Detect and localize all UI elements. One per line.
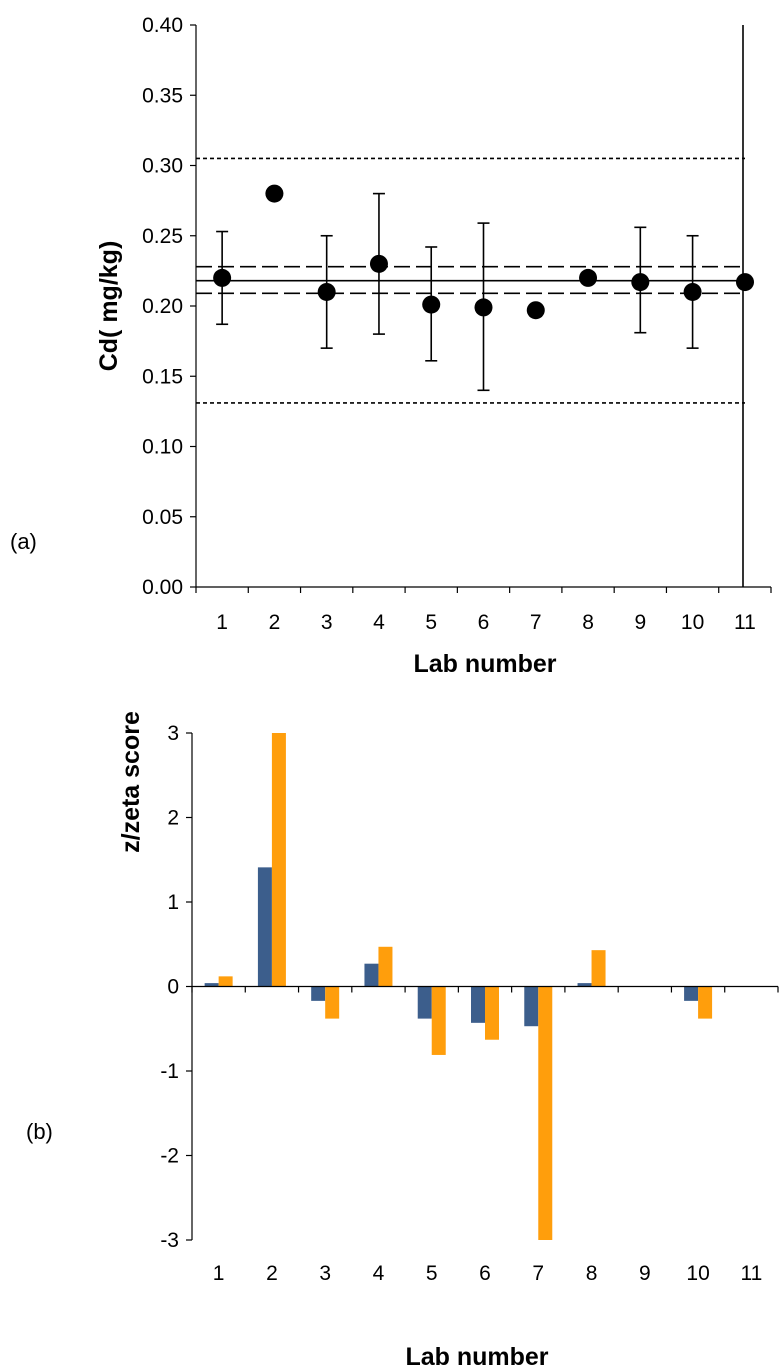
a-x-axis-title: Lab number	[413, 650, 556, 678]
panel-b-label: (b)	[26, 1119, 53, 1144]
b-x-tick-label: 4	[373, 1262, 385, 1285]
a-data-point	[631, 273, 650, 292]
a-y-tick-label: 0.00	[142, 576, 183, 599]
a-data-point	[736, 273, 754, 292]
b-y-tick-label: -3	[160, 1229, 179, 1252]
b-bar-series-1	[311, 986, 326, 1001]
b-bar-series-1	[471, 986, 485, 1023]
b-x-tick-label: 2	[266, 1262, 278, 1285]
b-x-tick-label: 10	[686, 1262, 709, 1285]
b-x-tick-label: 6	[479, 1262, 491, 1285]
a-y-tick-label: 0.15	[142, 365, 183, 388]
a-y-tick-label: 0.25	[142, 225, 183, 248]
b-x-tick-labels: 1 2 3 4 5 6 7 8 9 10 11	[213, 1262, 762, 1285]
b-y-tick-label: 3	[167, 722, 179, 745]
b-x-tick-label: 3	[319, 1262, 331, 1285]
a-y-tick-label: 0.35	[142, 84, 183, 107]
b-bar-series-2	[485, 986, 499, 1040]
a-x-tick-label: 8	[582, 611, 594, 634]
a-x-tick-label: 2	[269, 611, 281, 634]
b-x-tick-label: 7	[532, 1262, 544, 1285]
a-data-point	[579, 268, 598, 287]
b-y-tick-label: -2	[160, 1145, 179, 1168]
a-data-point	[683, 282, 702, 301]
a-x-tick-label: 7	[530, 611, 542, 634]
a-x-tick-label: 10	[681, 611, 704, 634]
a-data-point	[317, 282, 336, 301]
b-bar-series-2	[591, 950, 606, 987]
b-axes	[186, 732, 779, 1241]
a-x-tick-labels: 1 2 3 4 5 6 7 8 9 10 11	[216, 611, 755, 634]
a-data-point	[526, 301, 545, 320]
b-x-tick-label: 11	[740, 1262, 762, 1285]
a-y-tick-label: 0.05	[142, 506, 183, 529]
a-x-tick-label: 5	[425, 611, 437, 634]
a-y-tick-label: 0.30	[142, 155, 183, 178]
a-data-point	[422, 295, 441, 314]
b-bar-series-1	[204, 983, 219, 987]
b-x-tick-label: 1	[213, 1262, 225, 1285]
a-y-axis-title: Cd( mg/kg)	[95, 241, 123, 372]
b-x-tick-label: 8	[586, 1262, 598, 1285]
a-data-point	[369, 254, 388, 273]
a-x-tick-label: 6	[478, 611, 490, 634]
b-x-tick-label: 5	[426, 1262, 438, 1285]
b-bar-series-1	[577, 983, 592, 987]
b-y-tick-labels: -3 -2 -1 0 1 2 3	[160, 722, 179, 1252]
a-x-tick-label: 9	[634, 611, 646, 634]
a-axes	[190, 24, 772, 593]
b-y-tick-label: 1	[167, 891, 179, 914]
a-x-tick-label: 3	[321, 611, 333, 634]
a-y-tick-label: 0.40	[142, 14, 183, 37]
a-data-points	[213, 184, 754, 320]
a-y-tick-label: 0.10	[142, 436, 183, 459]
b-bar-series-2	[378, 946, 393, 987]
a-x-tick-label: 4	[373, 611, 385, 634]
b-y-axis-title: z/zeta score	[117, 711, 145, 853]
b-x-tick-label: 9	[639, 1262, 651, 1285]
a-data-point	[474, 298, 493, 317]
b-y-tick-label: 2	[167, 807, 179, 830]
b-bar-series-1	[257, 867, 272, 987]
a-y-tick-label: 0.20	[142, 295, 183, 318]
a-data-point	[213, 268, 232, 287]
b-x-axis-title: Lab number	[405, 1343, 548, 1371]
b-bar-series-2	[218, 976, 233, 987]
b-bar-series-2	[698, 986, 713, 1019]
b-bar-series-1	[524, 986, 539, 1027]
b-bar-series-1	[364, 963, 379, 987]
b-bar-series-2	[271, 733, 286, 987]
a-data-point	[265, 184, 284, 203]
a-reference-lines	[196, 157, 745, 404]
panel-a-scatter-chart: 0.00 0.05 0.10 0.15 0.20 0.25 0.30 0.35 0.40 1 2 3…	[10, 14, 772, 678]
b-bar-series-1	[684, 986, 699, 1001]
b-y-tick-label: 0	[167, 976, 179, 999]
a-y-tick-labels: 0.00 0.05 0.10 0.15 0.20 0.25 0.30 0.35 0.40	[142, 14, 183, 599]
b-bar-series-2	[538, 986, 553, 1240]
b-bar-series-2	[431, 986, 446, 1055]
b-bar-series-2	[325, 986, 340, 1019]
a-x-tick-label: 11	[734, 611, 756, 634]
b-y-tick-label: -1	[160, 1060, 179, 1083]
b-bar-series-1	[417, 986, 432, 1019]
b-bars	[204, 733, 713, 1240]
a-x-tick-label: 1	[216, 611, 228, 634]
panel-a-label: (a)	[10, 529, 37, 554]
